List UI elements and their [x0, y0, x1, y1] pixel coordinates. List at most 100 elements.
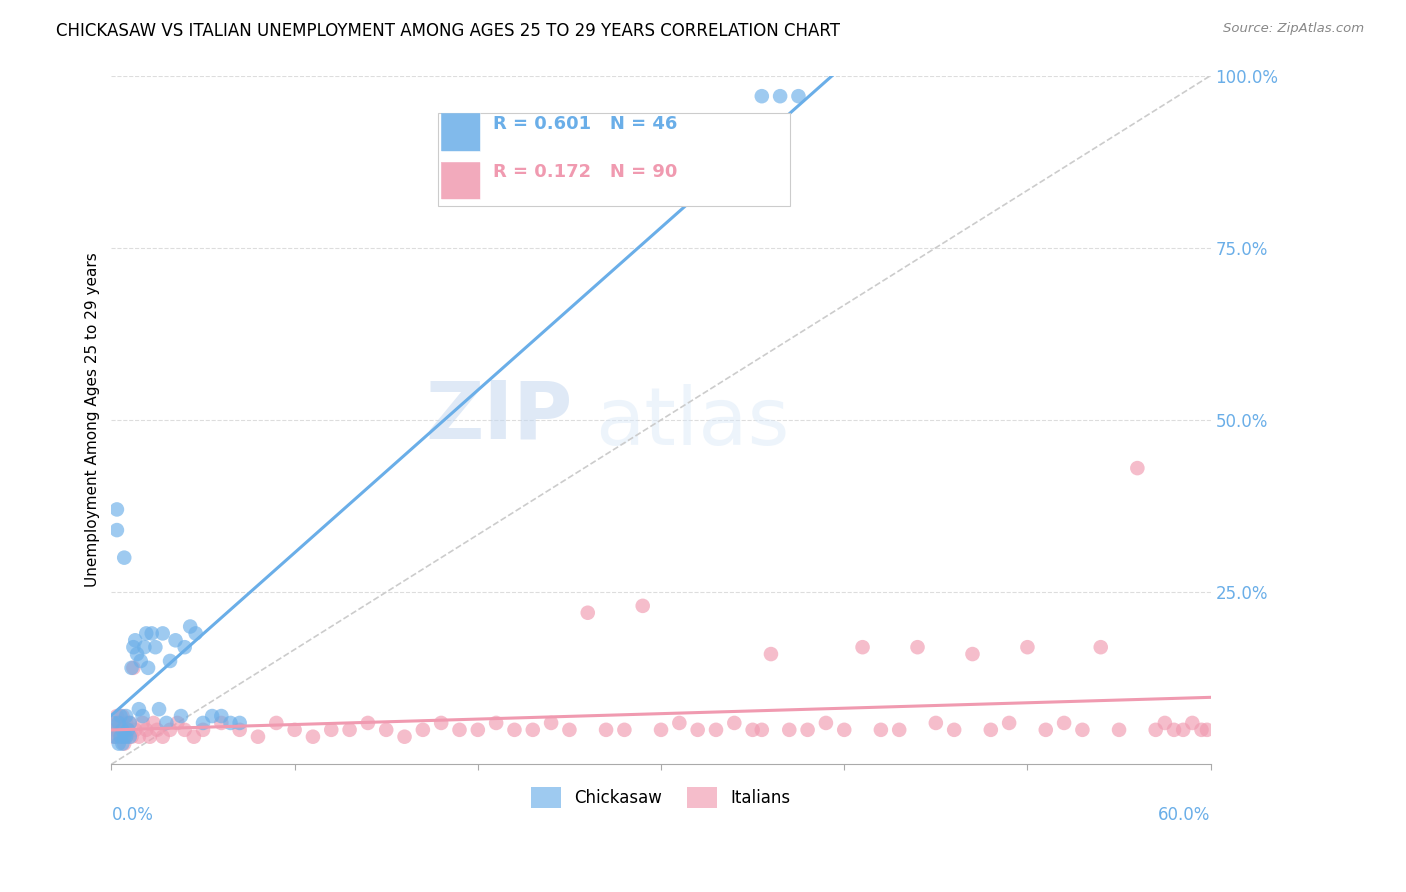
Point: [122, 661, 145, 675]
Point: [152, 626, 174, 640]
Text: R = 0.601   N = 46: R = 0.601 N = 46: [494, 115, 678, 133]
Point: [1035, 723, 1057, 737]
Point: [117, 723, 139, 737]
Point: [142, 715, 165, 730]
Point: [122, 640, 145, 655]
Point: [125, 647, 148, 661]
Point: [219, 715, 242, 730]
Point: [1153, 715, 1175, 730]
Point: [751, 723, 773, 737]
Point: [980, 723, 1002, 737]
Point: [704, 723, 727, 737]
Point: [723, 715, 745, 730]
Point: [129, 654, 152, 668]
Point: [943, 723, 966, 737]
Point: [394, 730, 416, 744]
Point: [889, 723, 911, 737]
Point: [339, 723, 361, 737]
Point: [112, 730, 135, 744]
Point: [159, 654, 181, 668]
Point: [1053, 715, 1076, 730]
Point: [183, 730, 205, 744]
Text: R = 0.172   N = 90: R = 0.172 N = 90: [494, 163, 678, 181]
Point: [115, 730, 138, 744]
Point: [832, 723, 855, 737]
Point: [907, 640, 929, 655]
Point: [1090, 640, 1112, 655]
Point: [796, 723, 818, 737]
Point: [1173, 723, 1195, 737]
Point: [112, 723, 135, 737]
Point: [148, 702, 170, 716]
Point: [105, 709, 128, 723]
Point: [558, 723, 581, 737]
Point: [613, 723, 636, 737]
Point: [121, 661, 143, 675]
Point: [124, 633, 146, 648]
Text: atlas: atlas: [595, 384, 789, 462]
Point: [166, 715, 188, 730]
Point: [449, 723, 471, 737]
Point: [111, 730, 134, 744]
Point: [962, 647, 984, 661]
Legend: Chickasaw, Italians: Chickasaw, Italians: [524, 780, 797, 814]
Point: [1163, 723, 1185, 737]
Point: [173, 640, 195, 655]
Point: [112, 550, 135, 565]
Point: [751, 89, 773, 103]
Point: [165, 633, 187, 648]
FancyBboxPatch shape: [441, 113, 479, 152]
Point: [179, 619, 201, 633]
Point: [155, 715, 177, 730]
Point: [124, 723, 146, 737]
Point: [145, 640, 167, 655]
Y-axis label: Unemployment Among Ages 25 to 29 years: Unemployment Among Ages 25 to 29 years: [86, 252, 100, 587]
Point: [787, 89, 810, 103]
Point: [131, 709, 153, 723]
Point: [121, 730, 143, 744]
Point: [321, 723, 343, 737]
Point: [107, 723, 129, 737]
Point: [110, 709, 132, 723]
Point: [115, 709, 138, 723]
Point: [191, 715, 214, 730]
Text: ZIP: ZIP: [426, 377, 574, 456]
Point: [118, 730, 141, 744]
Point: [595, 723, 617, 737]
Point: [112, 737, 135, 751]
Point: [111, 709, 134, 723]
Point: [104, 723, 127, 737]
FancyBboxPatch shape: [441, 113, 479, 152]
Point: [110, 715, 132, 730]
Point: [191, 723, 214, 737]
FancyBboxPatch shape: [437, 113, 790, 206]
Point: [201, 709, 224, 723]
Point: [118, 715, 141, 730]
Point: [1017, 640, 1039, 655]
Point: [1191, 723, 1213, 737]
Point: [668, 715, 690, 730]
Point: [152, 730, 174, 744]
Point: [107, 715, 129, 730]
Point: [540, 715, 562, 730]
Point: [104, 715, 127, 730]
Point: [228, 715, 250, 730]
Point: [111, 737, 134, 751]
Point: [246, 730, 269, 744]
Point: [141, 626, 163, 640]
Point: [576, 606, 599, 620]
Point: [209, 715, 232, 730]
Point: [159, 723, 181, 737]
Point: [115, 715, 138, 730]
Text: 0.0%: 0.0%: [111, 805, 153, 823]
Point: [103, 715, 125, 730]
Point: [1108, 723, 1130, 737]
Point: [357, 715, 380, 730]
Point: [375, 723, 398, 737]
Point: [814, 715, 837, 730]
Point: [998, 715, 1021, 730]
Point: [135, 626, 157, 640]
Text: 60.0%: 60.0%: [1159, 805, 1211, 823]
Point: [631, 599, 654, 613]
Point: [412, 723, 434, 737]
